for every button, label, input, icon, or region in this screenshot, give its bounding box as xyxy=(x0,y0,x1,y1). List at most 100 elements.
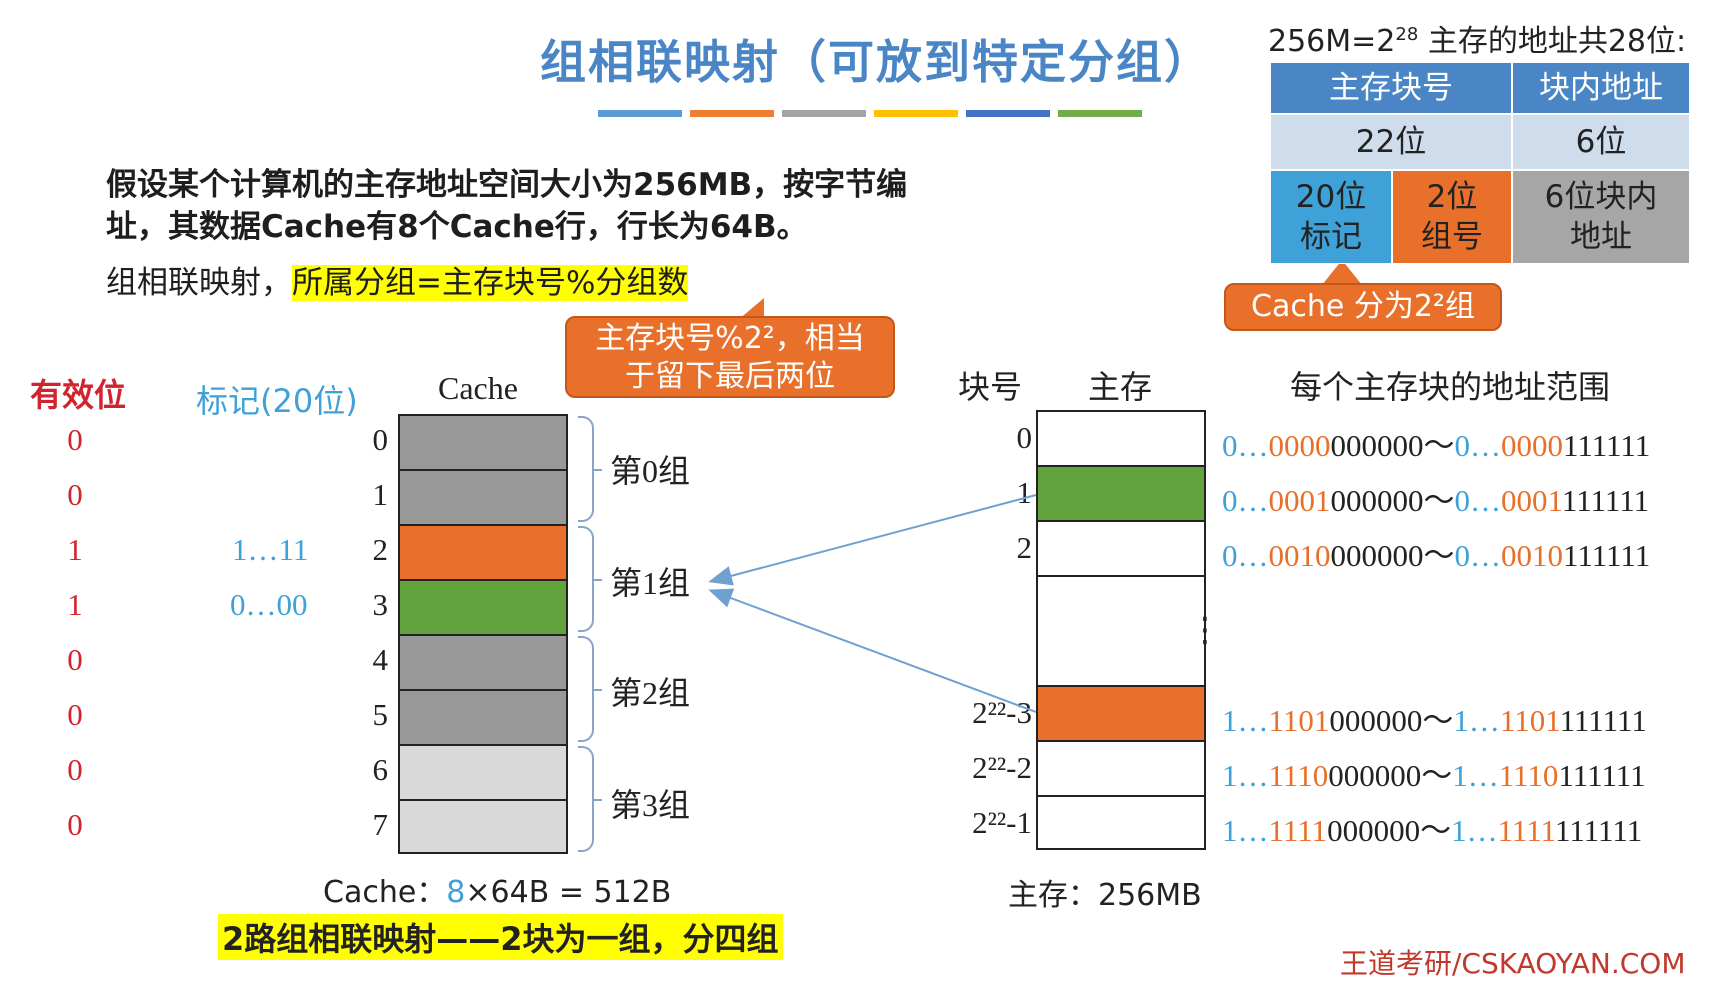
range-part: ～ xyxy=(1422,703,1454,738)
memory-block xyxy=(1036,410,1206,465)
problem-statement: 假设某个计算机的主存地址空间大小为256MB，按字节编 址，其数据Cache有8… xyxy=(106,164,966,248)
group-label: 第3组 xyxy=(610,787,691,823)
callout-group-count: Cache 分为2²组 xyxy=(1224,283,1502,331)
range-part: 0… xyxy=(1222,483,1269,518)
cache-tag: 0…00 xyxy=(230,587,308,622)
block-number: 2²²-3 xyxy=(972,695,1032,730)
range-part: 000000 xyxy=(1329,703,1423,738)
cache-line-number: 7 xyxy=(372,807,389,842)
range-part: 111111 xyxy=(1558,758,1646,793)
cache-line-number: 6 xyxy=(372,752,389,787)
title-line-segment xyxy=(874,110,958,117)
cache-line-number: 1 xyxy=(372,477,389,512)
range-part: 0… xyxy=(1454,428,1502,463)
range-part: 111111 xyxy=(1560,703,1647,738)
memory-block: ⋮ xyxy=(1036,575,1222,685)
block-number: 1 xyxy=(1016,475,1033,510)
cache-line xyxy=(398,689,568,744)
range-part: ～ xyxy=(1421,758,1453,793)
cache-line xyxy=(398,634,568,689)
range-part: 000000 xyxy=(1328,758,1422,793)
range-part: 1111 xyxy=(1268,813,1328,848)
range-part: 000000 xyxy=(1330,538,1424,573)
address-range: 0…0000000000～0…0000111111 xyxy=(1222,420,1650,465)
cache-formula-rest: ×64B = 512B xyxy=(465,875,672,910)
addr-cell-6-bits: 6位 xyxy=(1512,114,1690,170)
callout-tail xyxy=(738,298,764,320)
callout-tail xyxy=(1322,260,1362,285)
range-part: 1111 xyxy=(1497,813,1556,848)
block-number: 0 xyxy=(1016,420,1033,455)
cache-line xyxy=(398,744,568,799)
mapping-arrow-from-block-1 xyxy=(708,494,1037,586)
block-number: 2²²-1 xyxy=(972,805,1032,840)
group-brace xyxy=(578,636,602,742)
address-range: 1…1110000000～1…1110111111 xyxy=(1222,750,1646,795)
address-range: 1…1101000000～1…1101111111 xyxy=(1222,695,1647,740)
memory-block xyxy=(1036,740,1206,795)
cache-size-formula: Cache：8×64B = 512B xyxy=(323,867,671,911)
tag-header: 标记(20位) xyxy=(196,382,358,420)
group-label: 第1组 xyxy=(610,565,691,601)
addr-cell-group: 2位 组号 xyxy=(1392,170,1512,264)
range-part: 000000 xyxy=(1330,483,1424,518)
valid-bit: 0 xyxy=(67,422,83,457)
problem-line-1: 假设某个计算机的主存地址空间大小为256MB，按字节编 xyxy=(106,167,908,203)
cache-line xyxy=(398,469,568,524)
mapping-rule-formula: 所属分组=主存块号%分组数 xyxy=(292,265,689,301)
cache-line xyxy=(398,579,568,634)
addr-offset-line-2: 地址 xyxy=(1570,219,1632,255)
cache-line-number: 3 xyxy=(372,587,389,622)
address-range: 0…0010000000～0…0010111111 xyxy=(1222,530,1650,575)
range-part: 111111 xyxy=(1563,538,1651,573)
title-line-segment xyxy=(1058,110,1142,117)
mapping-rule: 组相联映射，所属分组=主存块号%分组数 xyxy=(106,262,689,304)
valid-bit: 0 xyxy=(67,642,83,677)
valid-bit: 0 xyxy=(67,752,83,787)
block-number-header: 块号 xyxy=(958,368,1023,406)
callout-modulo: 主存块号%2²，相当 于留下最后两位 xyxy=(565,316,895,398)
range-part: 0000 xyxy=(1268,428,1331,463)
address-header-exponent: 28 xyxy=(1395,24,1419,45)
range-part: 1110 xyxy=(1268,758,1329,793)
range-part: 0010 xyxy=(1501,538,1563,573)
range-part: 0001 xyxy=(1268,483,1331,518)
addr-cell-22-bits: 22位 xyxy=(1270,114,1512,170)
main-memory-size: 主存：256MB xyxy=(1008,878,1202,913)
cache-line-number: 5 xyxy=(372,697,389,732)
cache-line xyxy=(398,799,568,854)
range-part: 0… xyxy=(1222,538,1269,573)
range-part: 111111 xyxy=(1562,483,1650,518)
addr-cell-tag: 20位 标记 xyxy=(1270,170,1392,264)
cache-line-number: 2 xyxy=(372,532,389,567)
memory-block xyxy=(1036,685,1206,740)
group-label: 第0组 xyxy=(610,453,691,489)
addr-cell-block-number: 主存块号 xyxy=(1270,62,1512,114)
addr-group-label: 组号 xyxy=(1421,219,1483,255)
range-part: 1… xyxy=(1453,703,1500,738)
range-part: 0000 xyxy=(1501,428,1563,463)
title-line-segment xyxy=(598,110,682,117)
range-part: ～ xyxy=(1420,813,1452,848)
cache-line xyxy=(398,414,568,469)
group-brace xyxy=(578,746,602,852)
range-part: 1… xyxy=(1222,758,1269,793)
memory-block xyxy=(1036,465,1206,520)
addr-tag-label: 标记 xyxy=(1300,219,1362,255)
mapping-arrow-from-block-222-3 xyxy=(708,588,1037,713)
two-way-note: 2路组相联映射——2块为一组，分四组 xyxy=(218,914,783,960)
callout-modulo-line-2: 于留下最后两位 xyxy=(625,359,835,394)
cache-formula-line-count: 8 xyxy=(446,875,466,910)
title-line-segment xyxy=(782,110,866,117)
valid-bit: 1 xyxy=(67,532,83,567)
memory-ellipsis: ⋮ xyxy=(1188,610,1222,650)
range-part: 1… xyxy=(1222,703,1269,738)
range-part: ～ xyxy=(1423,483,1455,518)
mapping-rule-prefix: 组相联映射， xyxy=(106,265,292,301)
range-part: 0001 xyxy=(1501,483,1563,518)
title-line-segment xyxy=(690,110,774,117)
range-part: 111111 xyxy=(1555,813,1643,848)
addr-offset-line-1: 6位块内 xyxy=(1544,179,1658,215)
range-part: 1110 xyxy=(1498,758,1559,793)
